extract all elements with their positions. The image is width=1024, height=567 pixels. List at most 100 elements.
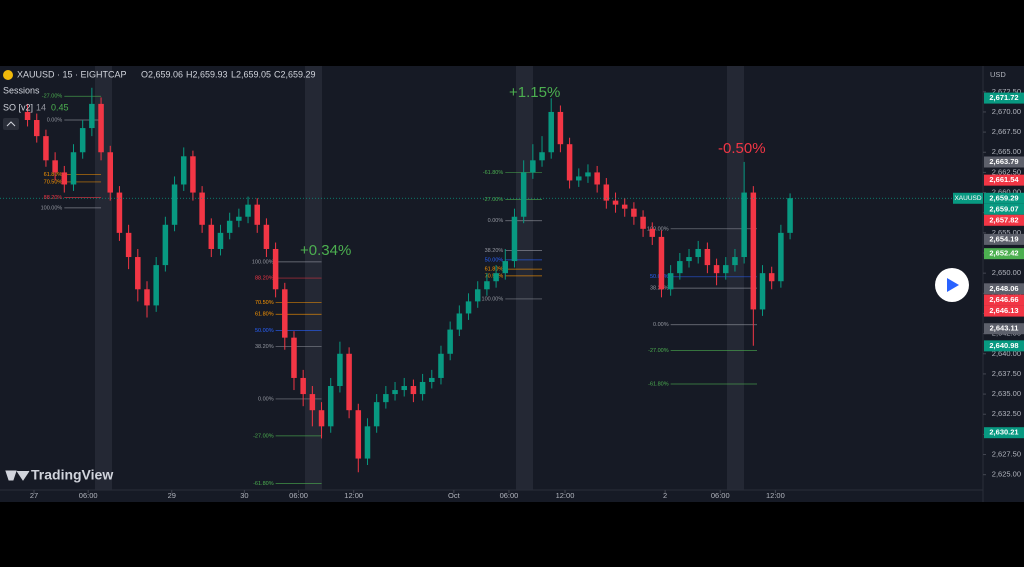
x-tick-label: 2 xyxy=(663,491,667,500)
candle-body xyxy=(116,192,123,233)
candle-body xyxy=(309,394,316,411)
candle-body xyxy=(594,172,600,185)
price-marker xyxy=(984,92,1024,104)
candle-body xyxy=(401,386,407,391)
symbol-icon xyxy=(3,70,13,80)
x-tick-label: 12:00 xyxy=(344,491,363,500)
fib-label: 70.50% xyxy=(44,179,63,185)
y-tick-label: 2,627.50 xyxy=(992,450,1021,459)
fib-label: 100.00% xyxy=(41,205,63,211)
price-marker-label: 2,643.11 xyxy=(990,324,1019,333)
price-marker-label: 2,659.29 xyxy=(989,193,1018,202)
candle-body xyxy=(631,208,637,217)
candle-body xyxy=(621,204,628,209)
candle-body xyxy=(695,248,701,258)
candle-body xyxy=(566,144,573,181)
price-markers: XAUUSD2,671.722,663.792,661.542,659.292,… xyxy=(0,92,1024,439)
candle-body xyxy=(768,273,775,282)
price-marker-label: 2,657.82 xyxy=(989,215,1018,224)
y-tick-label: 2,625.00 xyxy=(992,470,1021,479)
candle-body xyxy=(171,184,178,225)
candle-body xyxy=(217,232,224,249)
candle-body xyxy=(153,265,159,306)
fib-label: -27.00% xyxy=(648,348,669,354)
candle-body xyxy=(79,128,86,153)
x-tick-label: 06:00 xyxy=(500,491,519,500)
fib-label: -27.00% xyxy=(42,94,63,100)
candle-body xyxy=(465,301,472,314)
fib-label: 50.00% xyxy=(485,257,504,263)
ohlc-open: O2,659.06 xyxy=(141,69,183,79)
fib-label: 100.00% xyxy=(252,259,274,265)
candles xyxy=(24,87,793,473)
candle-body xyxy=(677,261,683,274)
candle-body xyxy=(511,216,518,262)
y-tick-label: 2,635.00 xyxy=(992,389,1021,398)
price-marker-label: 2,654.19 xyxy=(989,234,1018,243)
candle-body xyxy=(98,103,104,153)
candle-body xyxy=(135,257,141,290)
candle-body xyxy=(52,160,58,173)
watermark-logo xyxy=(5,470,30,481)
indicator-so[interactable]: SO [v2] xyxy=(3,102,33,112)
candle-body xyxy=(778,232,784,282)
indicator-sessions[interactable]: Sessions xyxy=(3,85,40,95)
x-tick-label: 06:00 xyxy=(79,491,98,500)
price-marker xyxy=(984,192,1024,204)
x-tick-label: 12:00 xyxy=(556,491,575,500)
candle-body xyxy=(180,156,187,185)
x-tick-label: 06:00 xyxy=(711,491,730,500)
fib-label: 0.00% xyxy=(47,117,63,123)
candle-body xyxy=(539,152,545,161)
candle-body xyxy=(723,265,729,274)
fib-label: 61.80% xyxy=(255,312,274,318)
fib-label: 50.00% xyxy=(255,328,274,334)
price-marker xyxy=(984,323,1024,335)
candle-body xyxy=(162,224,169,266)
price-marker xyxy=(984,174,1024,186)
candle-body xyxy=(759,273,766,310)
y-tick-label: 2,637.50 xyxy=(992,369,1021,378)
x-tick-label: Oct xyxy=(448,491,461,500)
x-tick-label: 29 xyxy=(168,491,176,500)
price-marker xyxy=(984,340,1024,352)
fib-label: 70.50% xyxy=(255,300,274,306)
candle-body xyxy=(667,273,674,290)
candle-body xyxy=(456,313,463,330)
candle-body xyxy=(291,337,297,378)
candle-body xyxy=(438,353,444,378)
annotation: -0.50% xyxy=(718,140,766,157)
collapse-button[interactable] xyxy=(3,118,19,130)
fib-label: 38.20% xyxy=(485,248,504,254)
candle-body xyxy=(337,353,343,387)
candle-body xyxy=(741,192,747,258)
fib-label: -61.80% xyxy=(253,481,274,487)
candle-body xyxy=(355,410,362,459)
candle-body xyxy=(318,410,325,427)
price-marker xyxy=(984,305,1024,317)
y-tick-label: 2,640.00 xyxy=(992,349,1021,358)
price-marker-label: 2,661.54 xyxy=(989,175,1019,184)
candle-body xyxy=(750,192,757,310)
candle-body xyxy=(447,329,453,354)
x-tick-label: 27 xyxy=(30,491,38,500)
fib-label: -61.80% xyxy=(483,170,504,176)
fib-label: 0.00% xyxy=(488,218,504,224)
candle-body xyxy=(493,273,499,282)
currency: USD xyxy=(990,70,1006,79)
candle-body xyxy=(474,289,481,302)
candle-body xyxy=(190,156,196,193)
y-tick-label: 2,655.00 xyxy=(992,228,1021,237)
candle-body xyxy=(392,390,398,395)
candle-body xyxy=(254,204,260,225)
symbol-tag-box xyxy=(953,192,983,204)
candle-body xyxy=(70,152,77,185)
watermark: TradingView xyxy=(31,467,113,483)
price-marker-label: 2,646.66 xyxy=(989,295,1018,304)
candle-body xyxy=(373,402,380,427)
price-marker-label: 2,646.13 xyxy=(989,306,1018,315)
candle-body xyxy=(364,426,371,459)
candle-body xyxy=(585,172,591,177)
candle-body xyxy=(484,281,490,290)
